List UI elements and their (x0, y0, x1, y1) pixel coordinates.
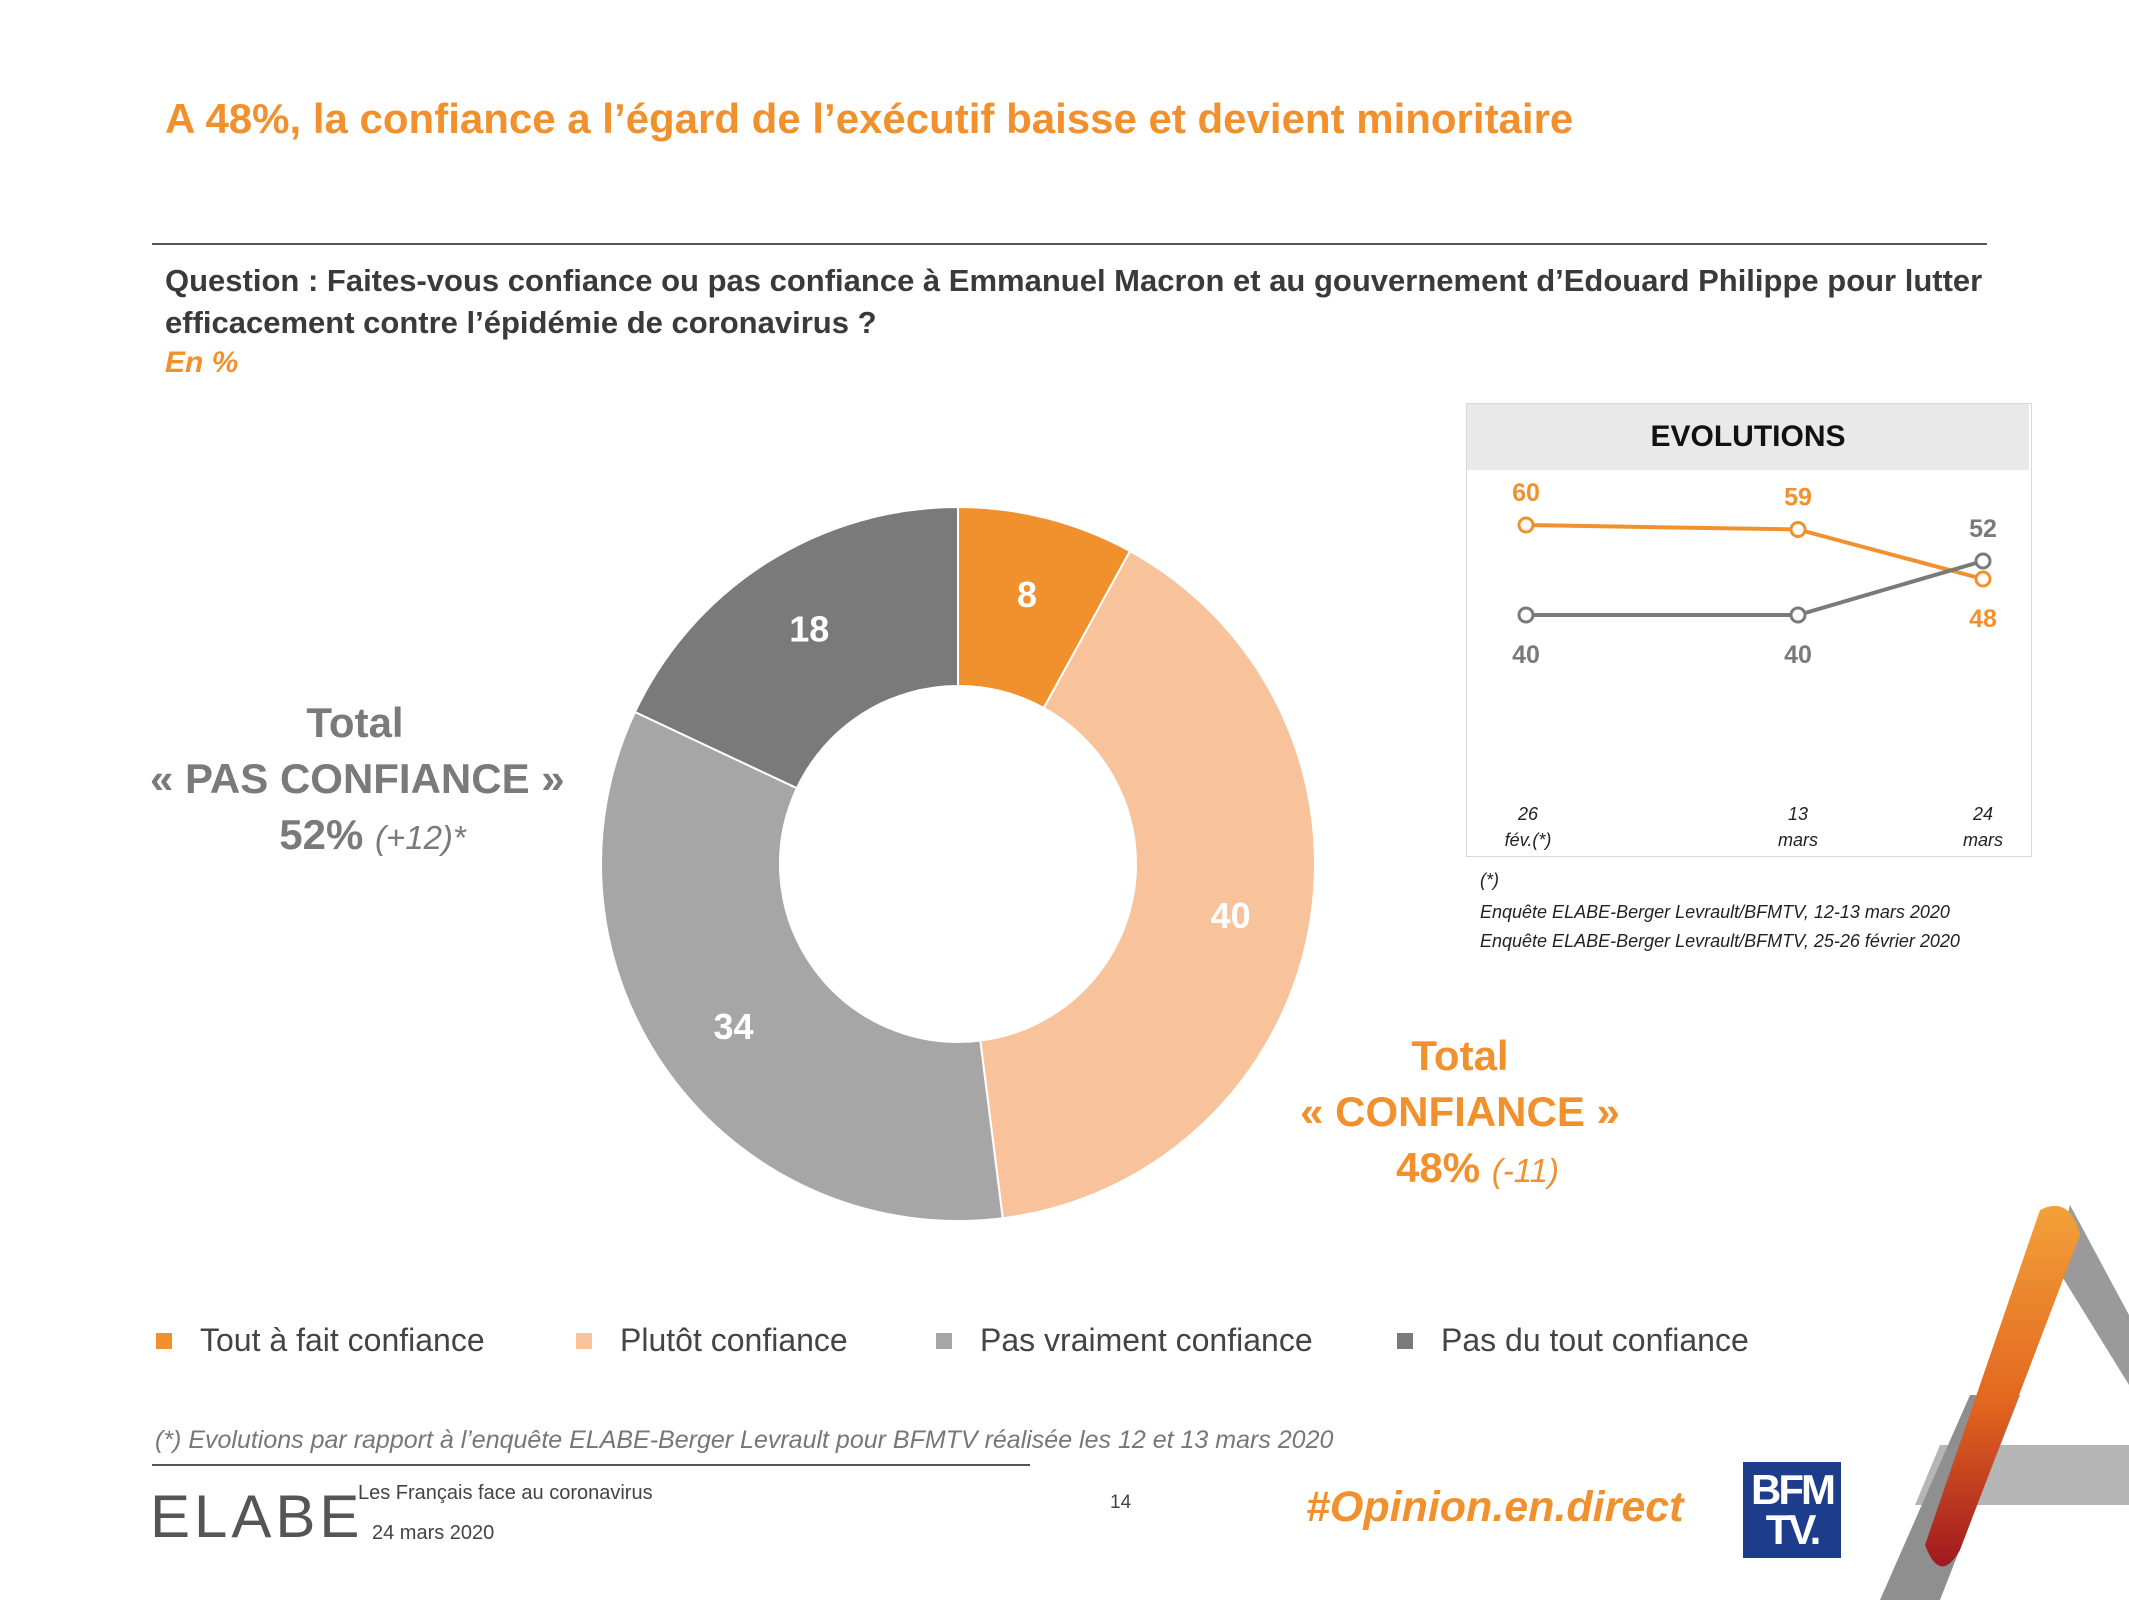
title-divider (152, 243, 1987, 245)
evo-x-tick-label: 24 (1972, 804, 1993, 824)
elabe-a-decoration (1880, 1205, 2129, 1600)
elabe-logo: ELABE (150, 1483, 364, 1550)
evolutions-panel (1466, 403, 2032, 857)
donut-value-label: 40 (1211, 895, 1251, 936)
evo-point (1789, 606, 1807, 624)
legend-item-tout-a-fait: Tout à fait confiance (156, 1322, 485, 1359)
legend-item-plutot: Plutôt confiance (576, 1322, 848, 1359)
legend-label: Tout à fait confiance (200, 1322, 485, 1358)
donut-value-label: 8 (1017, 574, 1037, 615)
donut-slice-2 (979, 549, 1316, 1220)
evo-x-tick-label: 26 (1517, 804, 1539, 824)
donut-value-label: 18 (789, 609, 829, 650)
question-text: Question : Faites-vous confiance ou pas … (165, 263, 1983, 340)
bfm-text-top: BFM (1751, 1466, 1836, 1513)
evolutions-source-1: Enquête ELABE-Berger Levrault/BFMTV, 12-… (1480, 902, 1950, 922)
legend-item-pas-vraiment: Pas vraiment confiance (936, 1322, 1313, 1359)
evolutions-footnote-marker: (*) (1480, 870, 1499, 890)
legend-label: Pas vraiment confiance (980, 1322, 1313, 1358)
donut-value-label: 34 (713, 1006, 753, 1047)
total-conf-value-row: 48% (-11) (1255, 1140, 1665, 1199)
total-pas-value-row: 52% (+12)* (150, 807, 560, 866)
evo-value-label: 60 (1512, 479, 1540, 507)
evo-x-tick-label: fév.(*) (1505, 830, 1552, 850)
unit-label: En % (165, 346, 239, 379)
total-conf-change: (-11) (1491, 1152, 1559, 1189)
total-conf-value: 48% (1396, 1144, 1481, 1191)
evo-value-label: 40 (1512, 641, 1540, 669)
legend-label: Pas du tout confiance (1441, 1322, 1749, 1358)
total-conf-line1: Total (1411, 1032, 1509, 1079)
evolutions-line-chart: 60 59 48 40 40 52 26 fév.(*) 13 mars 24 mars (1505, 479, 2003, 850)
evolutions-heading: EVOLUTIONS (1467, 404, 2029, 470)
evo-series-line-1 (1525, 523, 1984, 581)
note-underline (152, 1464, 1030, 1466)
legend-label: Plutôt confiance (620, 1322, 848, 1358)
evo-point (1974, 552, 1992, 570)
donut-slice-4 (633, 505, 959, 790)
evo-value-label: 59 (1784, 484, 1812, 512)
total-pas-line2: « PAS CONFIANCE » (150, 755, 565, 802)
evo-point (1517, 606, 1535, 624)
bfm-text-bottom: TV. (1765, 1506, 1821, 1553)
evo-value-label: 48 (1969, 605, 1997, 633)
evo-x-tick-label: mars (1778, 830, 1818, 850)
evo-x-tick-label: 13 (1788, 804, 1808, 824)
total-pas-value: 52% (279, 811, 364, 858)
total-pas-change: (+12)* (374, 819, 466, 856)
evolutions-source-2: Enquête ELABE-Berger Levrault/BFMTV, 25-… (1480, 931, 1960, 951)
legend-swatch (576, 1332, 592, 1349)
survey-date: 24 mars 2020 (372, 1522, 495, 1544)
legend-item-pas-du-tout: Pas du tout confiance (1397, 1322, 1749, 1359)
survey-name: Les Français face au coronavirus (358, 1482, 653, 1504)
hashtag: #Opinion.en.direct (1306, 1483, 1684, 1531)
evo-value-label: 52 (1969, 515, 1997, 543)
evo-point (1517, 516, 1535, 534)
total-conf-line2: « CONFIANCE » (1300, 1088, 1620, 1135)
bfmtv-logo: TV. BFM TV. (1743, 1462, 1841, 1558)
total-pas-line1: Total (306, 699, 404, 746)
page-number: 14 (1110, 1492, 1132, 1513)
evo-point (1789, 521, 1807, 538)
evo-point (1974, 570, 1992, 588)
evo-series-line-2 (1526, 559, 1984, 617)
page-title: A 48%, la confiance a l’égard de l’exécu… (165, 95, 1574, 142)
legend-swatch (156, 1332, 172, 1349)
total-pas-confiance: Total « PAS CONFIANCE » 52% (+12)* (150, 695, 565, 866)
legend-swatch (1397, 1332, 1413, 1349)
donut-slice-3 (600, 710, 1004, 1222)
evo-value-label: 40 (1784, 641, 1812, 669)
legend-swatch (936, 1332, 952, 1349)
methodology-note: (*) Evolutions par rapport à l’enquête E… (155, 1426, 1334, 1454)
total-confiance: Total « CONFIANCE » 48% (-11) (1255, 1028, 1665, 1199)
evo-x-tick-label: mars (1963, 830, 2003, 850)
